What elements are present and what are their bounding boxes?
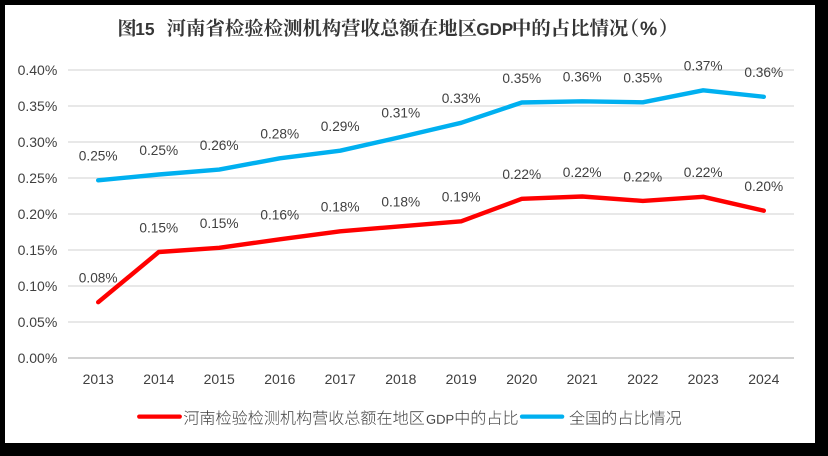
svg-text:2019: 2019 — [446, 371, 477, 387]
svg-text:0.15%: 0.15% — [200, 216, 239, 231]
svg-text:0.22%: 0.22% — [684, 165, 723, 180]
svg-text:0.20%: 0.20% — [744, 179, 783, 194]
svg-text:0.08%: 0.08% — [79, 271, 118, 286]
svg-text:0.40%: 0.40% — [18, 62, 58, 78]
svg-text:2016: 2016 — [264, 371, 295, 387]
svg-text:0.26%: 0.26% — [200, 138, 239, 153]
svg-text:2024: 2024 — [748, 371, 779, 387]
svg-text:0.36%: 0.36% — [563, 70, 602, 85]
svg-text:0.37%: 0.37% — [684, 59, 723, 74]
svg-text:0.18%: 0.18% — [381, 195, 420, 210]
svg-text:0.22%: 0.22% — [563, 165, 602, 180]
svg-text:0.15%: 0.15% — [139, 220, 178, 235]
svg-text:0.30%: 0.30% — [18, 134, 58, 150]
svg-text:0.19%: 0.19% — [442, 190, 481, 205]
svg-text:2015: 2015 — [204, 371, 235, 387]
svg-text:0.29%: 0.29% — [321, 119, 360, 134]
svg-text:2020: 2020 — [506, 371, 537, 387]
svg-text:0.35%: 0.35% — [623, 71, 662, 86]
svg-text:0.00%: 0.00% — [18, 350, 58, 366]
svg-text:0.25%: 0.25% — [79, 149, 118, 164]
svg-text:0.33%: 0.33% — [442, 91, 481, 106]
svg-text:0.25%: 0.25% — [18, 170, 58, 186]
svg-text:0.36%: 0.36% — [744, 65, 783, 80]
svg-text:0.25%: 0.25% — [139, 143, 178, 158]
svg-text:2018: 2018 — [385, 371, 416, 387]
svg-text:0.20%: 0.20% — [18, 206, 58, 222]
svg-text:0.18%: 0.18% — [321, 200, 360, 215]
svg-text:0.16%: 0.16% — [260, 208, 299, 223]
svg-text:0.10%: 0.10% — [18, 278, 58, 294]
svg-text:0.35%: 0.35% — [18, 98, 58, 114]
svg-text:0.31%: 0.31% — [381, 105, 420, 120]
svg-text:0.22%: 0.22% — [502, 167, 541, 182]
svg-text:2021: 2021 — [567, 371, 598, 387]
svg-text:0.22%: 0.22% — [623, 169, 662, 184]
svg-text:2013: 2013 — [83, 371, 114, 387]
svg-text:0.15%: 0.15% — [18, 242, 58, 258]
svg-text:0.28%: 0.28% — [260, 127, 299, 142]
svg-text:2017: 2017 — [325, 371, 356, 387]
svg-text:2014: 2014 — [143, 371, 174, 387]
svg-text:0.05%: 0.05% — [18, 314, 58, 330]
svg-text:0.35%: 0.35% — [502, 71, 541, 86]
svg-text:2023: 2023 — [688, 371, 719, 387]
svg-text:2022: 2022 — [627, 371, 658, 387]
